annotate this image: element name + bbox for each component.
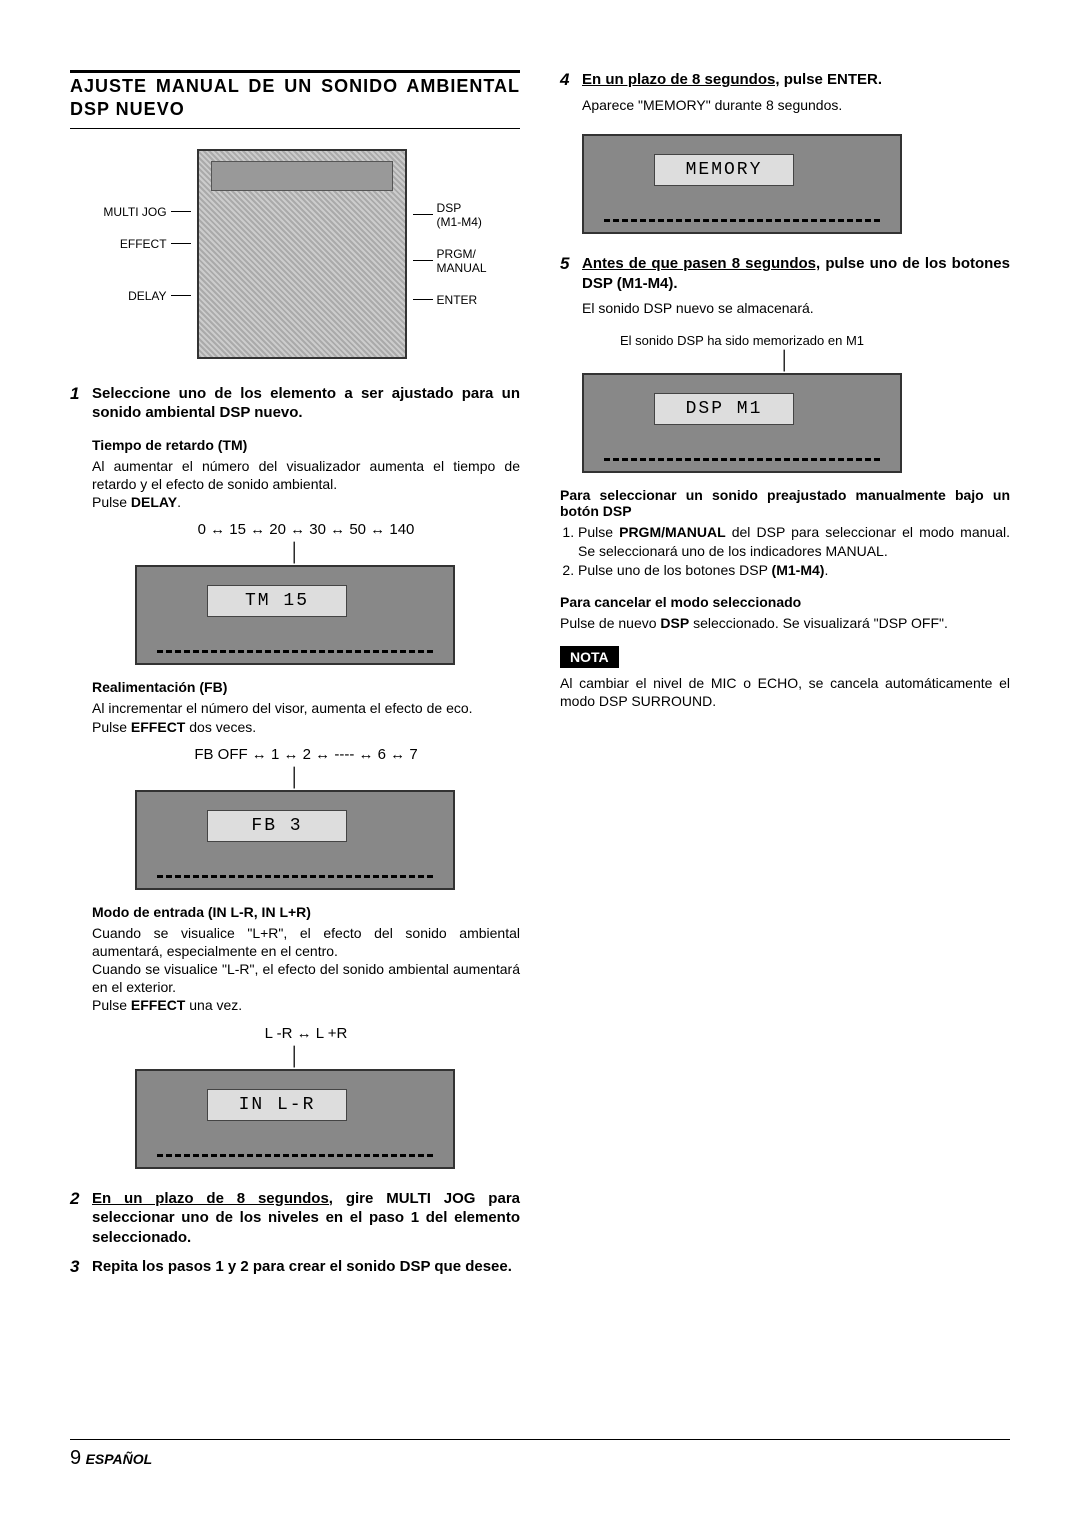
label-prgm: PRGM/ MANUAL [413,247,487,275]
fb-body: Al incrementar el número del visor, aume… [92,699,520,717]
note-body: Al cambiar el nivel de MIC o ECHO, se ca… [560,674,1010,710]
m1-display: DSP M1 [582,373,902,473]
footer-rule [70,1439,1010,1440]
note-tag: NOTA [560,646,619,668]
sequence-tick: │ [70,542,520,563]
label-delay: DELAY [128,289,190,303]
label-dsp: DSP (M1-M4) [413,201,482,229]
memory-display: MEMORY [582,134,902,234]
caption-tick: │ [560,350,1010,371]
step-2: 2 En un plazo de 8 segundos, gire MULTI … [70,1189,520,1248]
header-rule-bottom [70,128,520,129]
sequence-tick: │ [70,767,520,788]
header-rule [70,70,520,73]
step-5: 5 Antes de que pasen 8 segundos, pulse u… [560,254,1010,293]
tm-display: TM 15 [135,565,455,665]
tm-heading: Tiempo de retardo (TM) [92,437,520,453]
fb-action: Pulse EFFECT dos veces. [92,718,520,736]
cancel-body: Pulse de nuevo DSP seleccionado. Se visu… [560,614,1010,632]
device-image [197,149,407,359]
label-multijog: MULTI JOG [103,205,190,219]
tm-body: Al aumentar el número del visualizador a… [92,457,520,493]
tm-sequence: 0 ↔ 15 ↔ 20 ↔ 30 ↔ 50 ↔ 140 [92,521,520,538]
inmode-body1: Cuando se visualice "L+R", el efecto del… [92,924,520,960]
main-title: AJUSTE MANUAL DE UN SONIDO AMBIENTAL DSP… [70,75,520,122]
step-1: 1 Seleccione uno de los elemento a ser a… [70,384,520,423]
cancel-heading: Para cancelar el modo seleccionado [560,594,1010,610]
sequence-tick: │ [70,1046,520,1067]
preset-item-2: Pulse uno de los botones DSP (M1-M4). [578,561,1010,580]
inmode-display: IN L-R [135,1069,455,1169]
page-language: ESPAÑOL [86,1451,153,1467]
tm-action: Pulse DELAY. [92,493,520,511]
inmode-sequence: L -R ↔ L +R [92,1025,520,1042]
inmode-body2: Cuando se visualice "L-R", el efecto del… [92,960,520,996]
fb-heading: Realimentación (FB) [92,679,520,695]
step4-sub: Aparece "MEMORY" durante 8 segundos. [582,96,1010,114]
device-diagram: MULTI JOG EFFECT DELAY DSP (M1-M4) PRGM/… [70,149,520,359]
inmode-action: Pulse EFFECT una vez. [92,996,520,1014]
step-3: 3 Repita los pasos 1 y 2 para crear el s… [70,1257,520,1277]
inmode-heading: Modo de entrada (IN L-R, IN L+R) [92,904,520,920]
preset-list: Pulse PRGM/MANUAL del DSP para seleccion… [560,523,1010,580]
step5-sub: El sonido DSP nuevo se almacenará. [582,299,1010,317]
step-4: 4 En un plazo de 8 segundos, pulse ENTER… [560,70,1010,90]
m1-caption: El sonido DSP ha sido memorizado en M1 [620,333,1010,348]
page-number: 9 [70,1447,81,1469]
preset-item-1: Pulse PRGM/MANUAL del DSP para seleccion… [578,523,1010,561]
preset-heading: Para seleccionar un sonido preajustado m… [560,487,1010,519]
fb-display: FB 3 [135,790,455,890]
label-enter: ENTER [413,293,478,307]
page-footer: 9 ESPAÑOL [70,1447,152,1470]
fb-sequence: FB OFF ↔ 1 ↔ 2 ↔ ---- ↔ 6 ↔ 7 [92,746,520,763]
label-effect: EFFECT [120,237,191,251]
